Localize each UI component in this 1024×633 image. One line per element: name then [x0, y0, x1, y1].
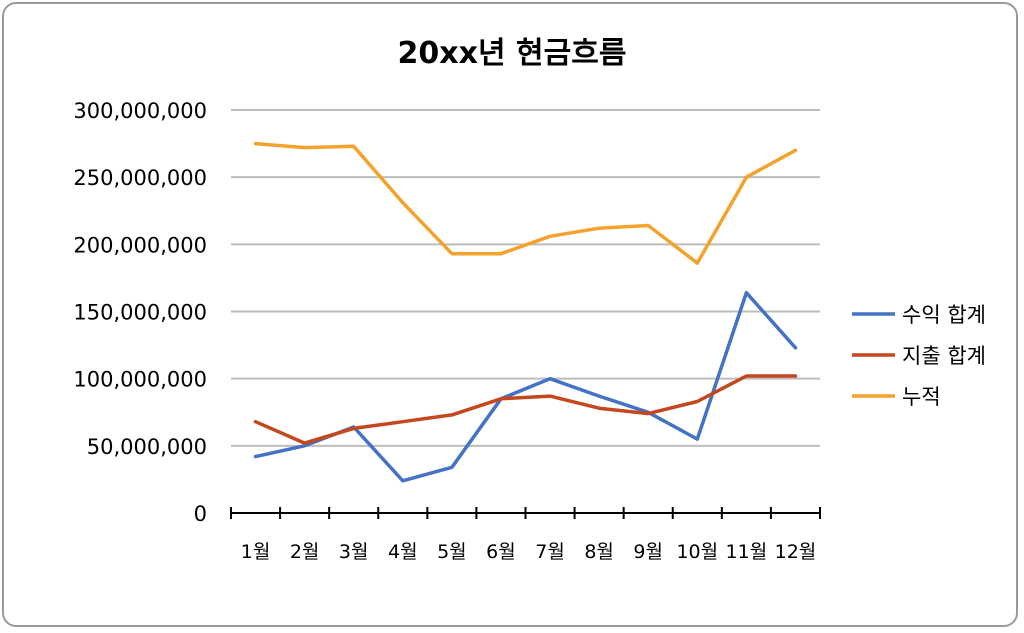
x-tick-label: 6월	[486, 541, 516, 563]
x-tick-label: 4월	[388, 541, 418, 563]
x-tick-label: 11월	[726, 541, 768, 563]
y-tick-label: 250,000,000	[73, 166, 207, 190]
x-tick-label: 1월	[241, 541, 271, 563]
x-tick-label: 8월	[584, 541, 614, 563]
y-tick-label: 100,000,000	[73, 368, 207, 392]
y-tick-label: 150,000,000	[73, 301, 207, 325]
series-lines	[253, 141, 798, 483]
y-tick-label: 50,000,000	[87, 435, 207, 459]
series-line	[253, 141, 798, 265]
y-tick-label: 0	[194, 502, 207, 526]
x-tick-label: 2월	[290, 541, 320, 563]
x-tick-label: 3월	[339, 541, 369, 563]
series-line	[253, 374, 798, 445]
x-tick-label: 9월	[633, 541, 663, 563]
x-axis: 1월 2월 3월 4월 5월 6월 7월 8월 9월 10월 11월 12월	[230, 507, 821, 563]
legend-label: 지출 합계	[902, 344, 986, 368]
chart-title: 20xx년 현금흐름	[397, 36, 627, 71]
x-tick-label: 10월	[676, 541, 718, 563]
gridlines	[231, 109, 820, 447]
y-tick-label: 200,000,000	[73, 233, 207, 257]
x-tick-label: 7월	[535, 541, 565, 563]
chart-frame	[2, 2, 1018, 627]
y-tick-label: 300,000,000	[73, 99, 207, 123]
legend-label: 누적	[902, 385, 941, 409]
legend-label: 수익 합계	[902, 303, 986, 327]
y-axis-ticks: 0 50,000,000 100,000,000 150,000,000 200,000…	[73, 99, 207, 526]
series-line	[253, 290, 798, 483]
x-tick-label: 12월	[775, 541, 817, 563]
x-tick-label: 5월	[437, 541, 467, 563]
